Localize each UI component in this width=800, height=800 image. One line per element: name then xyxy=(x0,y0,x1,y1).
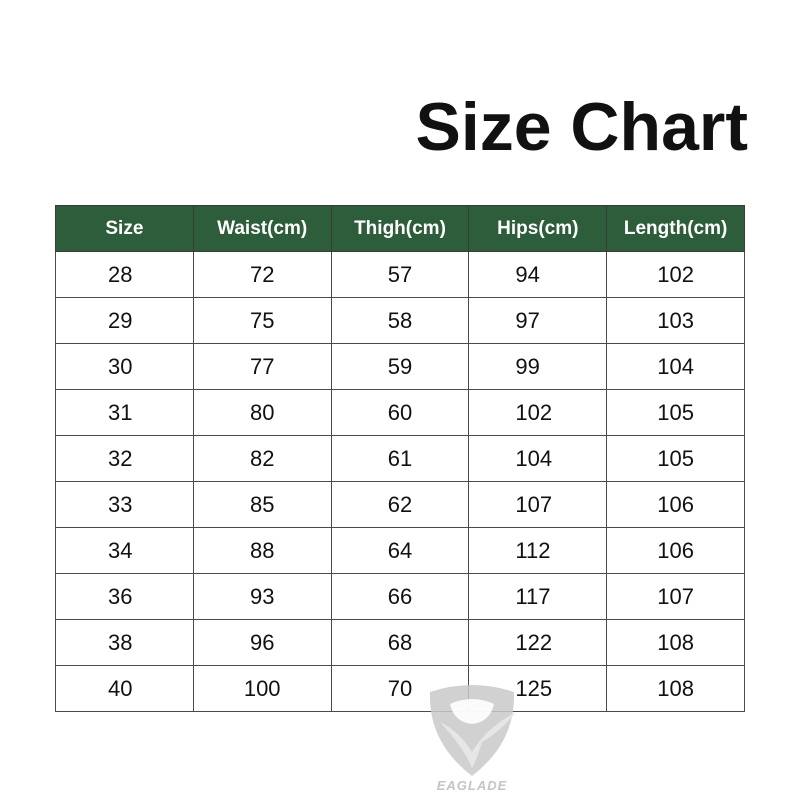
table-row: 33 85 62 107 106 xyxy=(55,481,745,528)
table-cell: 77 xyxy=(192,343,332,390)
table-cell: 100 xyxy=(192,665,332,712)
table-cell: 112 xyxy=(468,527,608,574)
table-cell: 38 xyxy=(55,619,194,666)
table-row: 36 93 66 117 107 xyxy=(55,573,745,620)
table-cell: 31 xyxy=(55,389,194,436)
table-cell: 64 xyxy=(330,527,470,574)
table-cell: 106 xyxy=(606,481,745,528)
table-cell: 68 xyxy=(330,619,470,666)
table-cell: 99 xyxy=(468,343,608,390)
table-cell: 36 xyxy=(55,573,194,620)
table-cell: 102 xyxy=(606,251,745,298)
table-cell: 66 xyxy=(330,573,470,620)
table-cell: 107 xyxy=(606,573,745,620)
table-cell: 105 xyxy=(606,435,745,482)
table-row: 31 80 60 102 105 xyxy=(55,389,745,436)
column-header-length: Length(cm) xyxy=(606,205,745,252)
table-cell: 106 xyxy=(606,527,745,574)
table-cell: 104 xyxy=(468,435,608,482)
table-cell: 125 xyxy=(468,665,608,712)
table-cell: 102 xyxy=(468,389,608,436)
table-cell: 32 xyxy=(55,435,194,482)
table-row: 40 100 70 125 108 xyxy=(55,665,745,712)
table-cell: 105 xyxy=(606,389,745,436)
table-row: 34 88 64 112 106 xyxy=(55,527,745,574)
table-header-row: Size Waist(cm) Thigh(cm) Hips(cm) Length(cm) xyxy=(55,205,745,252)
column-header-thigh: Thigh(cm) xyxy=(330,205,470,252)
table-cell: 58 xyxy=(330,297,470,344)
table-row: 32 82 61 104 105 xyxy=(55,435,745,482)
table-row: 38 96 68 122 108 xyxy=(55,619,745,666)
table-cell: 40 xyxy=(55,665,194,712)
table-cell: 61 xyxy=(330,435,470,482)
column-header-hips: Hips(cm) xyxy=(468,205,608,252)
table-cell: 93 xyxy=(192,573,332,620)
table-cell: 96 xyxy=(192,619,332,666)
table-cell: 122 xyxy=(468,619,608,666)
table-cell: 107 xyxy=(468,481,608,528)
table-cell: 97 xyxy=(468,297,608,344)
table-row: 28 72 57 94 102 xyxy=(55,251,745,298)
table-cell: 70 xyxy=(330,665,470,712)
page-title: Size Chart xyxy=(415,89,748,165)
table-row: 29 75 58 97 103 xyxy=(55,297,745,344)
table-cell: 75 xyxy=(192,297,332,344)
table-cell: 103 xyxy=(606,297,745,344)
table-cell: 117 xyxy=(468,573,608,620)
table-cell: 30 xyxy=(55,343,194,390)
logo-text: EAGLADE xyxy=(436,778,508,793)
table-cell: 80 xyxy=(192,389,332,436)
size-chart-table: Size Waist(cm) Thigh(cm) Hips(cm) Length(cm)… xyxy=(55,205,745,712)
table-row: 30 77 59 99 104 xyxy=(55,343,745,390)
table-cell: 29 xyxy=(55,297,194,344)
table-cell: 59 xyxy=(330,343,470,390)
table-cell: 104 xyxy=(606,343,745,390)
table-cell: 108 xyxy=(606,665,745,712)
table-cell: 28 xyxy=(55,251,194,298)
table-cell: 33 xyxy=(55,481,194,528)
table-cell: 60 xyxy=(330,389,470,436)
table-cell: 108 xyxy=(606,619,745,666)
table-cell: 62 xyxy=(330,481,470,528)
table-cell: 88 xyxy=(192,527,332,574)
table-cell: 72 xyxy=(192,251,332,298)
table-cell: 82 xyxy=(192,435,332,482)
table-cell: 34 xyxy=(55,527,194,574)
table-cell: 94 xyxy=(468,251,608,298)
table-cell: 85 xyxy=(192,481,332,528)
column-header-size: Size xyxy=(55,205,194,252)
table-cell: 57 xyxy=(330,251,470,298)
column-header-waist: Waist(cm) xyxy=(192,205,332,252)
